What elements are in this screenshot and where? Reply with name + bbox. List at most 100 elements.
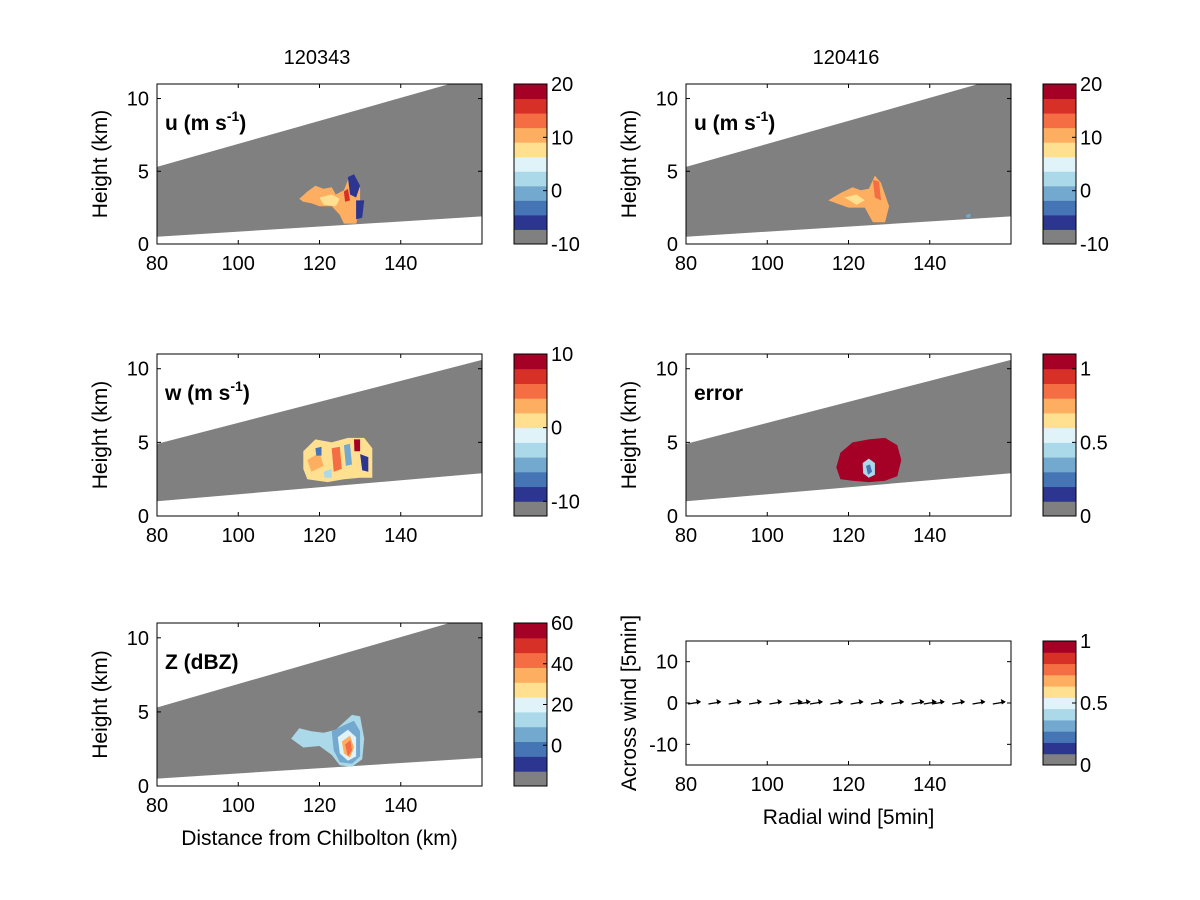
colorbar-segment [514, 501, 547, 517]
x-tick-label: 120 [303, 253, 336, 275]
y-axis-label: Height (km) [89, 650, 112, 759]
colorbar-segment [1043, 708, 1076, 721]
colorbar-segment [1043, 412, 1076, 429]
y-tick-label: 10 [127, 359, 149, 381]
colorbar-segment [514, 697, 547, 713]
beam-region [157, 354, 482, 502]
wind-arrow [891, 699, 905, 705]
echo-region [347, 174, 361, 198]
colorbar-tick-label: 0 [1080, 181, 1091, 203]
y-axis-label: Height (km) [89, 110, 112, 219]
wind-arrow-head [878, 699, 884, 705]
colorbar-tick-label: 1 [1080, 359, 1091, 381]
wind-arrow [830, 699, 844, 705]
x-tick-label: 140 [384, 525, 417, 547]
colorbar-segment [1043, 471, 1076, 488]
colorbar-segment [1043, 171, 1076, 187]
colorbar-segment [514, 354, 547, 370]
y-tick-label: 5 [138, 432, 149, 454]
panel-label-sup: -1 [227, 108, 240, 124]
colorbar-segment [1043, 185, 1076, 201]
colorbar-segment [514, 113, 547, 129]
colorbar-segment [1043, 84, 1076, 100]
colorbar: 60 40 20 0 [513, 613, 573, 787]
colorbar-segment [514, 200, 547, 216]
wind-arrow [870, 699, 884, 705]
colorbar-segment [1043, 98, 1076, 114]
echo-region [356, 200, 365, 220]
colorbar-segment [514, 682, 547, 698]
x-tick-label: 140 [384, 795, 417, 817]
panel-label-main: error [694, 382, 743, 405]
colorbar-segment [514, 741, 547, 757]
colorbar-segment [514, 142, 547, 158]
panel-label-main: Z (dBZ) [165, 651, 238, 674]
panel-label-sup: -1 [230, 378, 243, 394]
wind-arrow-head [757, 699, 763, 705]
wind-arrow-head [919, 699, 925, 705]
colorbar-segment [514, 398, 547, 414]
y-tick-label: 5 [138, 161, 149, 183]
x-tick-label: 140 [913, 774, 946, 796]
colorbar-frame [1042, 353, 1077, 517]
colorbar-segment [1043, 368, 1076, 384]
colorbar-tick-label: 1 [1080, 631, 1091, 653]
echo-region [844, 194, 865, 205]
x-tick-label: 120 [832, 774, 865, 796]
y-tick-label: 10 [656, 89, 678, 111]
x-tick-label: 120 [303, 525, 336, 547]
panel-label-end: ) [243, 382, 250, 405]
colorbar-segment [1043, 142, 1076, 158]
wind-arrow-head [818, 699, 823, 705]
column-title-left: 120343 [284, 47, 351, 69]
wind-arrow-head [805, 699, 811, 705]
colorbar-segment [1043, 486, 1076, 502]
colorbar-segment [514, 229, 547, 245]
colorbar-segment [514, 171, 547, 187]
colorbar-tick-label: 20 [551, 695, 573, 717]
wind-arrow-head [939, 699, 945, 705]
x-tick-label: 140 [384, 253, 417, 275]
colorbar-segment [514, 771, 547, 787]
y-tick-label: 0 [138, 776, 149, 798]
x-tick-label: 120 [832, 253, 865, 275]
colorbar-tick-label: 0.5 [1080, 693, 1108, 715]
wind-arrow-head [797, 699, 803, 705]
colorbar-segment [1043, 354, 1076, 370]
colorbar-tick-label: -10 [551, 234, 580, 256]
x-tick-label: 100 [751, 253, 784, 275]
x-tick-label: 80 [146, 253, 168, 275]
y-tick-label: 0 [667, 693, 678, 715]
colorbar-segment [1043, 686, 1076, 698]
x-axis-label: Radial wind [5min] [763, 806, 935, 829]
x-tick-label: 120 [832, 525, 865, 547]
colorbar: 10.50 [1042, 353, 1108, 528]
colorbar-segment [1043, 113, 1076, 129]
wind-arrow [708, 699, 722, 705]
wind-arrow [728, 699, 742, 705]
colorbar-segment [1043, 214, 1076, 230]
echo-region [966, 213, 971, 218]
y-tick-label: 10 [127, 89, 149, 111]
colorbar-tick-label: 10 [551, 344, 573, 366]
colorbar: 20 10 0 -10 [513, 74, 580, 256]
y-tick-label: 0 [138, 234, 149, 256]
x-tick-label: 100 [222, 795, 255, 817]
echo-region [315, 446, 322, 456]
colorbar-tick-label: 60 [551, 613, 573, 635]
x-tick-label: 120 [303, 795, 336, 817]
wind-arrow-head [696, 699, 702, 705]
y-axis-label: Height (km) [618, 381, 641, 490]
wind-arrow-head [736, 699, 742, 705]
wind-arrow [850, 699, 864, 705]
y-tick-label: 5 [138, 702, 149, 724]
x-tick-label: 100 [751, 774, 784, 796]
x-tick-label: 100 [222, 525, 255, 547]
wind-arrow-head [777, 699, 783, 705]
x-tick-label: 140 [913, 253, 946, 275]
colorbar-segment [514, 98, 547, 114]
panel-label-main: w (m s [164, 382, 230, 405]
